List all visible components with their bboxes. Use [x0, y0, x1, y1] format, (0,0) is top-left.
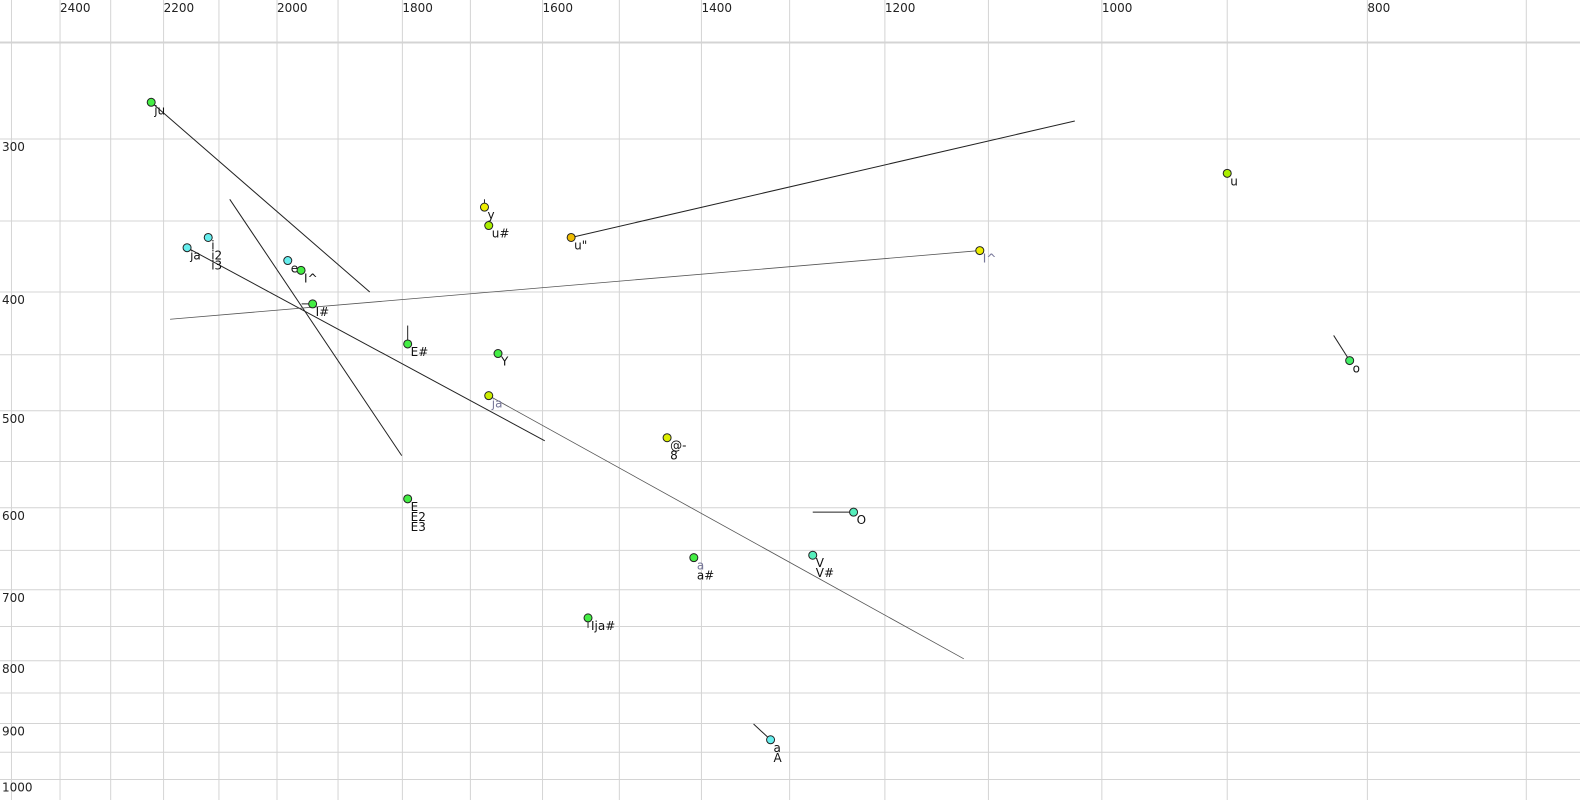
- point-label: Ija#: [591, 619, 615, 633]
- point-label: ja: [491, 397, 503, 411]
- data-point: [662, 433, 672, 443]
- data-point: [479, 202, 489, 212]
- point-label: E3: [411, 520, 426, 534]
- trajectories: [150, 101, 1351, 741]
- y-tick-label: 900: [2, 724, 25, 738]
- y-tick-label: 800: [2, 662, 25, 676]
- point-label: e: [291, 262, 298, 276]
- data-point: [689, 553, 699, 563]
- data-point: [484, 221, 494, 231]
- data-point: [182, 243, 192, 253]
- trajectory-line: [1333, 335, 1351, 361]
- trajectory-line: [229, 199, 403, 456]
- point-label: 8: [670, 449, 678, 463]
- point-label: E#: [411, 345, 429, 359]
- point-label: E2: [411, 510, 426, 524]
- x-tick-label: 1200: [885, 1, 916, 15]
- trajectory-line: [571, 120, 1075, 238]
- x-tick-label: 1400: [701, 1, 732, 15]
- data-point: [203, 232, 213, 242]
- point-label: a: [774, 741, 781, 755]
- point-label: u": [574, 238, 587, 252]
- point-label: o: [1353, 362, 1360, 376]
- data-point: [1222, 168, 1232, 178]
- point-label: a#: [697, 569, 714, 583]
- point-label: E: [411, 500, 419, 514]
- data-point: [308, 299, 318, 309]
- data-point: [146, 97, 156, 107]
- trajectory-line: [170, 250, 980, 320]
- x-tick-label: 2200: [164, 1, 195, 15]
- data-point: [808, 550, 818, 560]
- point-label: u: [1230, 174, 1238, 188]
- data-point: [849, 507, 859, 517]
- data-point: [403, 494, 413, 504]
- y-tick-label: 1000: [2, 781, 33, 795]
- data-point: [403, 339, 413, 349]
- point-label: I^: [983, 252, 997, 266]
- trajectory-line: [488, 395, 964, 660]
- x-tick-label: 2000: [277, 1, 308, 15]
- point-label: u#: [492, 227, 510, 241]
- y-tick-label: 500: [2, 412, 25, 426]
- point-label: i2: [211, 248, 222, 262]
- x-tick-label: 2400: [60, 1, 91, 15]
- y-tick-label: 600: [2, 509, 25, 523]
- point-label: V#: [816, 566, 834, 580]
- trajectory-line: [186, 247, 546, 442]
- point-label: A: [774, 751, 783, 765]
- point-label: ju: [153, 103, 165, 117]
- point-label: I^: [304, 271, 318, 285]
- point-label: @-: [670, 439, 686, 453]
- point-label: ja: [189, 249, 201, 263]
- y-tick-label: 300: [2, 140, 25, 154]
- point-label: Y: [500, 355, 509, 369]
- point-label: y: [487, 208, 494, 222]
- point-label: i: [211, 238, 214, 252]
- data-point: [975, 246, 985, 256]
- data-point: [766, 735, 776, 745]
- data-point: [583, 613, 593, 623]
- y-tick-label: 700: [2, 591, 25, 605]
- point-label: i3: [211, 258, 222, 272]
- x-tick-label: 1600: [543, 1, 574, 15]
- data-point: [493, 349, 503, 359]
- point-label: V: [816, 556, 825, 570]
- data-point: [484, 391, 494, 401]
- data-point: [1345, 356, 1355, 366]
- trajectory-line: [150, 101, 371, 293]
- data-point: [296, 265, 306, 275]
- point-label: I#: [316, 305, 330, 319]
- axis-ticks: 2400 2200 2000 1800 1600 1400 1200 1000 800 300 40…: [2, 1, 1390, 795]
- point-label: a: [697, 559, 704, 573]
- point-label: O: [857, 513, 866, 527]
- y-tick-label: 400: [2, 293, 25, 307]
- x-tick-label: 1800: [402, 1, 433, 15]
- x-tick-label: 800: [1367, 1, 1390, 15]
- data-point: [283, 256, 293, 266]
- x-tick-label: 1000: [1102, 1, 1133, 15]
- data-point: [566, 232, 576, 242]
